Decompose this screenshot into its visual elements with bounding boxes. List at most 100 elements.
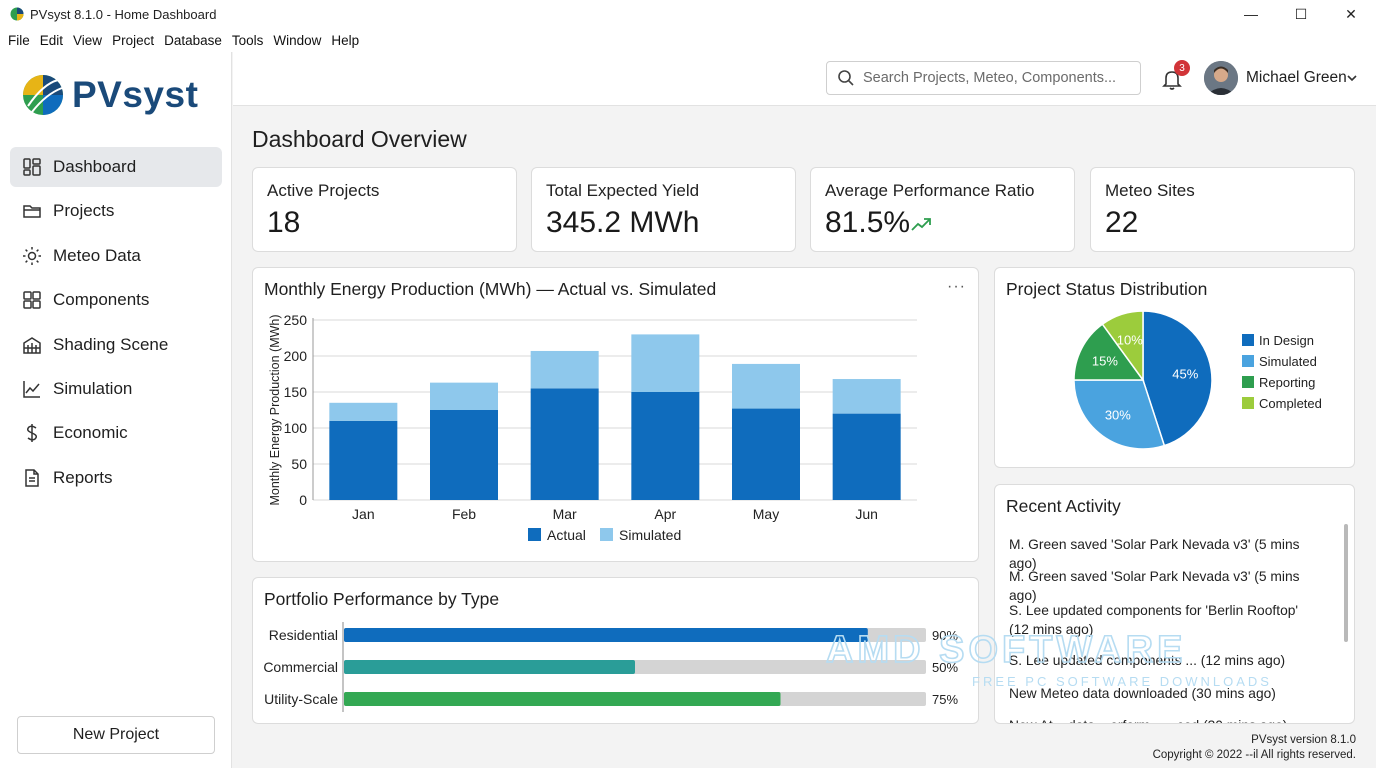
pie-slice-label: 30% xyxy=(1105,408,1131,423)
maximize-button[interactable]: ☐ xyxy=(1294,5,1308,22)
bar-simulated xyxy=(631,334,700,392)
sidebar-item-meteo-data[interactable]: Meteo Data xyxy=(10,236,222,276)
search-box xyxy=(826,61,1141,95)
menu-edit[interactable]: Edit xyxy=(39,32,64,48)
status-chart-card: Project Status Distribution 45% 30% 15% 10%… xyxy=(994,267,1355,468)
title-bar: PVsyst 8.1.0 - Home Dashboard — ☐ ✕ xyxy=(0,0,1376,28)
menu-project[interactable]: Project xyxy=(112,32,155,48)
document-icon xyxy=(25,468,39,487)
bar-actual xyxy=(732,408,800,500)
menu-file[interactable]: File xyxy=(8,32,30,48)
more-options-icon[interactable]: ··· xyxy=(947,278,966,295)
legend-swatch xyxy=(1242,334,1254,346)
bar-actual xyxy=(430,410,498,500)
kpi-card-performance-ratio: Average Performance Ratio 81.5% xyxy=(810,167,1075,252)
sidebar-item-label: Economic xyxy=(53,423,128,443)
dashboard-icon xyxy=(23,158,41,176)
sidebar-item-label: Dashboard xyxy=(53,157,137,176)
bar-fill xyxy=(344,660,635,674)
legend-label: In Design xyxy=(1259,333,1314,348)
portfolio-bar-chart: Residential 90% Commercial 50% Utility-Scale… xyxy=(263,622,958,712)
kpi-label: Meteo Sites xyxy=(1105,181,1195,200)
activity-title: Recent Activity xyxy=(1006,496,1121,516)
menu-tools[interactable]: Tools xyxy=(231,32,264,48)
pvsyst-logo: PVsyst xyxy=(22,74,198,116)
sidebar: PVsyst Dashboard Projects Meteo Data xyxy=(0,52,232,768)
kpi-label: Average Performance Ratio xyxy=(825,181,1035,200)
sidebar-item-components[interactable]: Components xyxy=(10,280,222,320)
sidebar-item-simulation[interactable]: Simulation xyxy=(10,369,222,409)
menu-help[interactable]: Help xyxy=(331,32,360,48)
avatar[interactable] xyxy=(1204,61,1238,95)
sidebar-item-reports[interactable]: Reports xyxy=(10,458,222,498)
activity-item[interactable]: M. Green saved 'Solar Park Nevada v3' (5… xyxy=(1009,537,1300,571)
chevron-down-icon[interactable] xyxy=(1346,72,1358,84)
x-tick-label: Jun xyxy=(855,506,878,522)
bar-simulated xyxy=(530,350,599,389)
sidebar-item-projects[interactable]: Projects xyxy=(10,191,222,231)
status-pie-chart: 45% 30% 15% 10% In Design Simulated Reporting C… xyxy=(1073,310,1322,450)
y-tick-label: 0 xyxy=(299,492,307,508)
search-input[interactable] xyxy=(863,70,1133,86)
bar-actual xyxy=(329,420,398,500)
y-tick-label: 200 xyxy=(284,348,308,364)
activity-item[interactable]: S. Lee updated components for 'Berlin Ro… xyxy=(1009,603,1299,637)
menu-window[interactable]: Window xyxy=(273,32,322,48)
bar-simulated xyxy=(832,379,901,414)
kpi-card-active-projects: Active Projects 18 xyxy=(252,167,517,252)
category-label: Residential xyxy=(269,627,338,643)
window-title: PVsyst 8.1.0 - Home Dashboard xyxy=(30,6,217,22)
sidebar-item-label: Projects xyxy=(53,201,115,221)
recent-activity-card: Recent Activity M. Green saved 'Solar Pa… xyxy=(994,484,1355,724)
legend-label: Reporting xyxy=(1259,375,1315,390)
pie-slice-label: 45% xyxy=(1172,366,1198,381)
bar-simulated xyxy=(430,382,498,410)
sidebar-item-label: Shading Scene xyxy=(53,334,169,354)
x-tick-label: Jan xyxy=(352,506,375,522)
dollar-icon xyxy=(26,424,38,443)
building-icon xyxy=(23,336,41,354)
grid-icon xyxy=(23,291,41,309)
minimize-button[interactable]: — xyxy=(1244,6,1258,22)
bar-simulated xyxy=(329,402,398,421)
y-axis-label: Monthly Energy Production (MWh) xyxy=(268,314,282,505)
legend-label: Completed xyxy=(1259,396,1322,411)
y-tick-label: 100 xyxy=(284,420,308,436)
bar-fill xyxy=(344,628,868,642)
new-project-button[interactable]: New Project xyxy=(17,716,215,754)
pie-slice xyxy=(1101,310,1144,383)
value-label: 90% xyxy=(932,628,958,643)
sidebar-item-shading-scene[interactable]: Shading Scene xyxy=(10,325,222,365)
legend-swatch xyxy=(1242,355,1254,367)
activity-item[interactable]: New Meteo data downloaded (30 mins ago) xyxy=(1009,686,1276,701)
energy-chart-card: Monthly Energy Production (MWh) — Actual… xyxy=(252,267,979,562)
activity-item[interactable]: New At... data ...erform... ...ced (30 m… xyxy=(1009,716,1319,723)
menu-database[interactable]: Database xyxy=(164,32,222,48)
kpi-card-meteo-sites: Meteo Sites 22 xyxy=(1090,167,1355,252)
kpi-value: 345.2 MWh xyxy=(546,206,700,239)
activity-scrollbar[interactable] xyxy=(1344,524,1348,642)
kpi-value: 18 xyxy=(267,206,301,239)
x-tick-label: Apr xyxy=(654,506,676,522)
page-title: Dashboard Overview xyxy=(252,126,467,152)
close-button[interactable]: ✕ xyxy=(1345,5,1357,22)
app-logo-icon xyxy=(10,7,24,21)
pie-slice-label: 15% xyxy=(1092,354,1118,369)
bar-actual xyxy=(530,388,599,500)
user-name[interactable]: Michael Green xyxy=(1246,69,1347,86)
legend-label: Simulated xyxy=(1259,354,1317,369)
bar-simulated xyxy=(732,363,800,409)
menu-view[interactable]: View xyxy=(73,32,103,48)
legend-label-actual: Actual xyxy=(547,527,586,543)
activity-item[interactable]: M. Green saved 'Solar Park Nevada v3' (5… xyxy=(1009,569,1300,603)
version-label: PVsyst version 8.1.0 xyxy=(1251,734,1356,746)
sidebar-item-dashboard[interactable]: Dashboard xyxy=(10,147,222,187)
legend-swatch xyxy=(1242,376,1254,388)
notification-bell-icon[interactable] xyxy=(1160,67,1184,91)
sidebar-item-economic[interactable]: Economic xyxy=(10,413,222,453)
bar-actual xyxy=(631,392,700,500)
activity-item[interactable]: S. Lee updated components ... (12 mins a… xyxy=(1009,653,1286,668)
line-chart-icon xyxy=(23,380,40,398)
kpi-value: 22 xyxy=(1105,206,1139,239)
sidebar-item-label: Simulation xyxy=(53,378,133,398)
